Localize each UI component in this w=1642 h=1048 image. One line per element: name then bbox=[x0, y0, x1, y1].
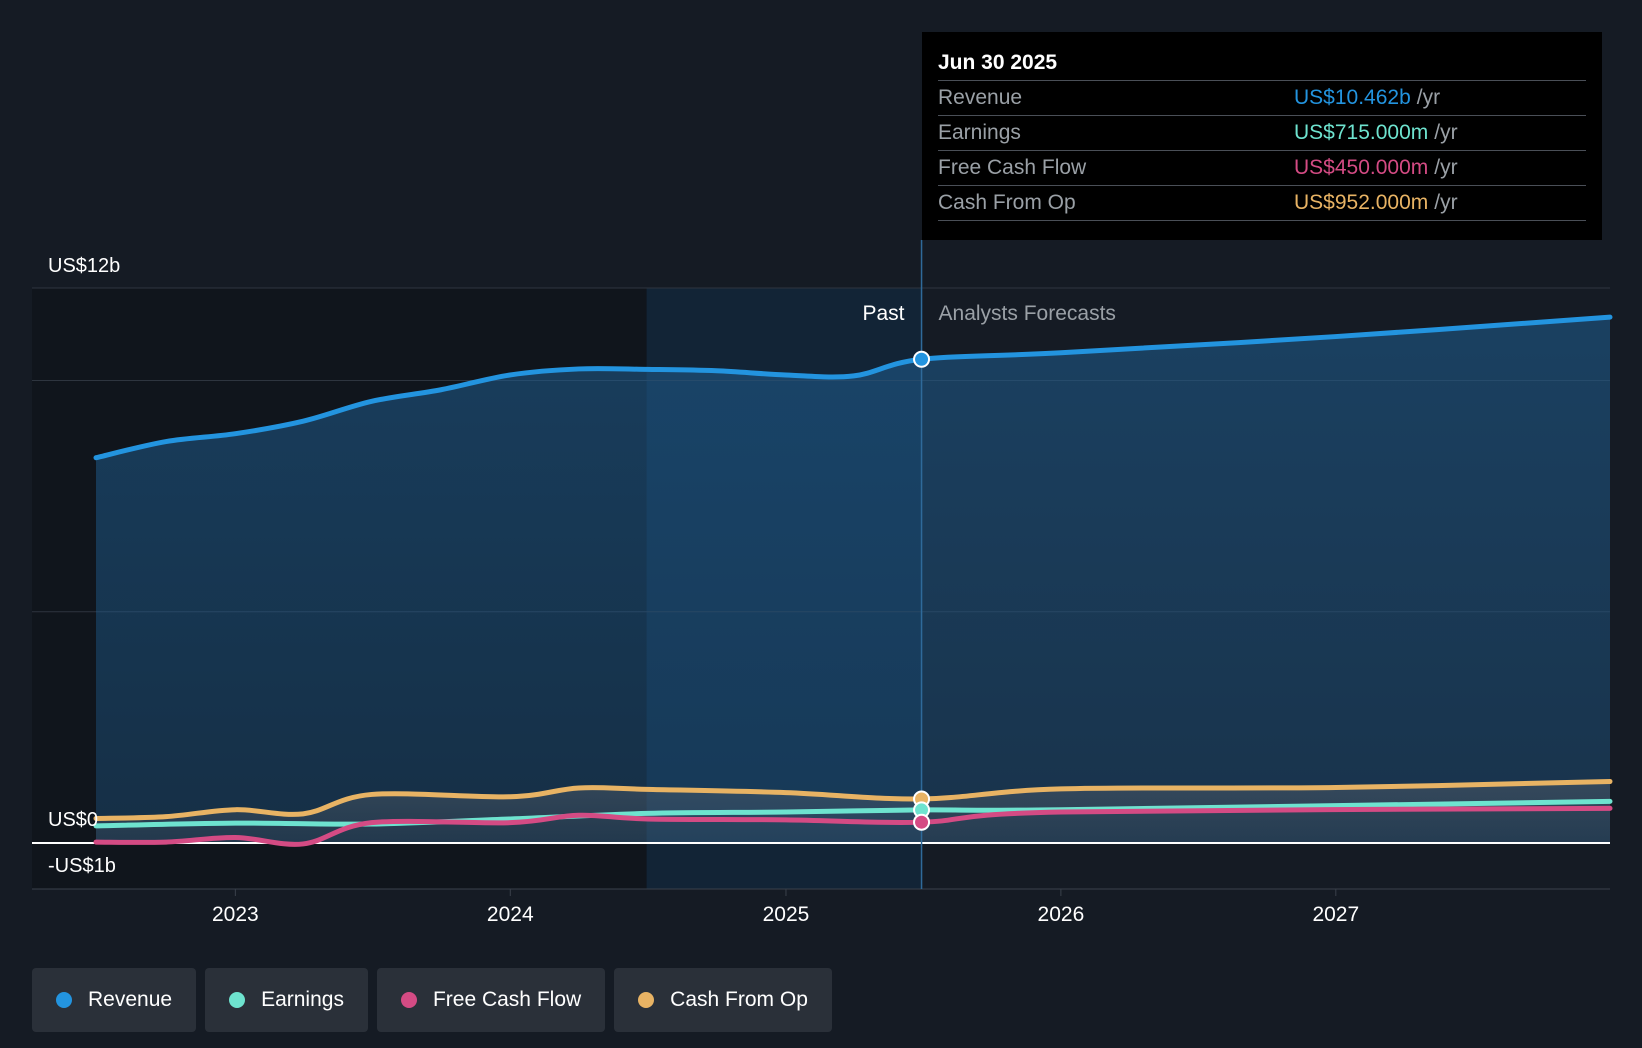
x-tick-label: 2027 bbox=[1312, 903, 1359, 926]
legend-dot-icon bbox=[229, 992, 246, 1008]
y-axis-label: US$0 bbox=[48, 809, 98, 831]
forecast-label: Analysts Forecasts bbox=[939, 302, 1116, 325]
x-tick-label: 2023 bbox=[212, 903, 259, 926]
legend-label: Cash From Op bbox=[670, 988, 808, 1011]
legend-label: Revenue bbox=[88, 988, 173, 1011]
legend: Revenue Earnings Free Cash Flow Cash Fro… bbox=[32, 968, 832, 1032]
tooltip-label: Cash From Op bbox=[938, 191, 1076, 214]
tooltip-date: Jun 30 2025 bbox=[938, 46, 1586, 81]
tooltip-label: Free Cash Flow bbox=[938, 156, 1087, 179]
series-line-earnings bbox=[93, 798, 1613, 829]
revenue-area bbox=[96, 317, 1610, 843]
legend-item-earnings[interactable]: Earnings bbox=[205, 968, 368, 1032]
legend-item-free-cash-flow[interactable]: Free Cash Flow bbox=[376, 968, 606, 1032]
tooltip-unit: /yr bbox=[1434, 121, 1458, 144]
tooltip-row-earnings: Earnings US$715.000m /yr bbox=[938, 116, 1586, 151]
series-line-revenue bbox=[93, 314, 1613, 461]
data-point-revenue bbox=[913, 350, 931, 368]
tooltip-unit: /yr bbox=[1416, 86, 1441, 109]
tooltip-unit: /yr bbox=[1434, 156, 1458, 179]
legend-label: Earnings bbox=[261, 988, 344, 1011]
legend-dot-icon bbox=[400, 992, 417, 1008]
x-tick-label: 2026 bbox=[1038, 903, 1085, 926]
tooltip-label: Earnings bbox=[938, 121, 1021, 144]
tooltip-value: US$952.000m bbox=[1294, 191, 1429, 214]
tooltip-row-free-cash-flow: Free Cash Flow US$450.000m /yr bbox=[938, 151, 1586, 186]
tooltip-value: US$450.000m bbox=[1294, 156, 1429, 179]
tooltip-row-cash-from-op: Cash From Op US$952.000m /yr bbox=[938, 186, 1586, 221]
tooltip-label: Revenue bbox=[938, 86, 1023, 109]
series-line-free-cash-flow bbox=[93, 805, 1613, 847]
x-tick-label: 2024 bbox=[487, 903, 534, 926]
past-label: Past bbox=[863, 302, 905, 325]
legend-dot-icon bbox=[56, 992, 72, 1008]
tooltip-row-revenue: Revenue US$10.462b /yr bbox=[938, 81, 1586, 116]
tooltip-value: US$715.000m bbox=[1294, 121, 1429, 144]
legend-label: Free Cash Flow bbox=[432, 988, 582, 1011]
y-axis-label: US$12b bbox=[48, 255, 120, 277]
x-tick-label: 2025 bbox=[763, 903, 810, 926]
y-axis-label: -US$1b bbox=[48, 855, 116, 877]
legend-dot-icon bbox=[638, 992, 655, 1008]
tooltip: Jun 30 2025 Revenue US$10.462b /yr Earni… bbox=[922, 32, 1602, 240]
tooltip-value: US$10.462b bbox=[1294, 86, 1411, 109]
legend-item-revenue[interactable]: Revenue bbox=[32, 968, 197, 1032]
legend-item-cash-from-op[interactable]: Cash From Op bbox=[614, 968, 832, 1032]
series-line-cash-from-op bbox=[93, 778, 1613, 821]
data-point-free-cash-flow bbox=[913, 813, 931, 831]
tooltip-unit: /yr bbox=[1434, 191, 1458, 214]
